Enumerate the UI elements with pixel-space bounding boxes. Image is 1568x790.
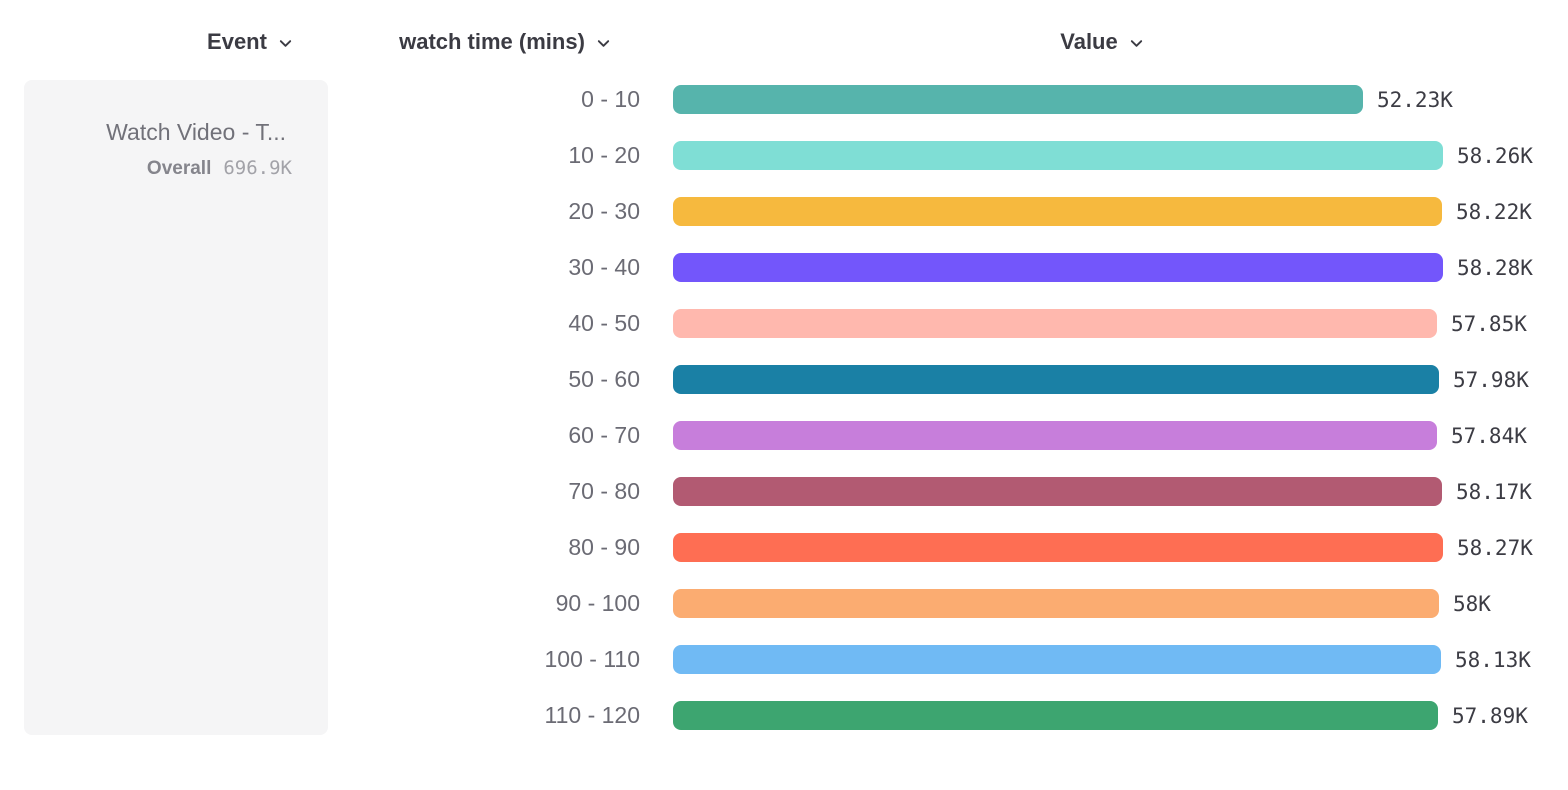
breakdown-column-label: watch time (mins) bbox=[399, 29, 585, 54]
chart-row: 30 - 40 58.28K bbox=[0, 253, 1568, 282]
chart-row: 70 - 80 58.17K bbox=[0, 477, 1568, 506]
category-label: 20 - 30 bbox=[568, 198, 640, 224]
value-label: 58.13K bbox=[1455, 648, 1531, 672]
chevron-down-icon bbox=[279, 40, 292, 47]
bar[interactable] bbox=[673, 645, 1441, 674]
event-column-label: Event bbox=[207, 29, 267, 54]
category-label: 0 - 10 bbox=[581, 86, 640, 112]
chart-row: 100 - 110 58.13K bbox=[0, 645, 1568, 674]
category-label: 30 - 40 bbox=[568, 254, 640, 280]
bar[interactable] bbox=[673, 477, 1442, 506]
value-label: 57.98K bbox=[1453, 368, 1529, 392]
bar[interactable] bbox=[673, 701, 1438, 730]
event-column-header[interactable]: Event bbox=[150, 28, 350, 56]
chevron-down-icon bbox=[1130, 40, 1142, 47]
value-label: 58.28K bbox=[1457, 256, 1533, 280]
value-label: 58.27K bbox=[1457, 536, 1533, 560]
bar[interactable] bbox=[673, 533, 1443, 562]
category-label: 80 - 90 bbox=[568, 534, 640, 560]
event-overall-row: Overall 696.9K bbox=[24, 156, 292, 181]
bar[interactable] bbox=[673, 141, 1443, 170]
chart-row: 60 - 70 57.84K bbox=[0, 421, 1568, 450]
value-label: 57.84K bbox=[1451, 424, 1527, 448]
bar[interactable] bbox=[673, 197, 1442, 226]
bar[interactable] bbox=[673, 253, 1443, 282]
overall-label: Overall bbox=[146, 158, 212, 179]
chart-row: 90 - 100 58K bbox=[0, 589, 1568, 618]
category-label: 110 - 120 bbox=[544, 702, 640, 728]
chart-row: 10 - 20 58.26K bbox=[0, 141, 1568, 170]
overall-value: 696.9K bbox=[223, 157, 292, 179]
value-label: 57.89K bbox=[1452, 704, 1528, 728]
category-label: 70 - 80 bbox=[568, 478, 640, 504]
chart-row: 110 - 120 57.89K bbox=[0, 701, 1568, 730]
value-label: 58.17K bbox=[1456, 480, 1532, 504]
bar[interactable] bbox=[673, 589, 1439, 618]
value-label: 58.22K bbox=[1456, 200, 1532, 224]
bar[interactable] bbox=[673, 365, 1439, 394]
value-label: 58K bbox=[1453, 592, 1491, 616]
breakdown-column-header[interactable]: watch time (mins) bbox=[380, 28, 630, 56]
chart-row: 20 - 30 58.22K bbox=[0, 197, 1568, 226]
value-label: 58.26K bbox=[1457, 144, 1533, 168]
chart-row: 40 - 50 57.85K bbox=[0, 309, 1568, 338]
chart-row: 50 - 60 57.98K bbox=[0, 365, 1568, 394]
chevron-down-icon bbox=[597, 40, 610, 47]
value-label: 57.85K bbox=[1451, 312, 1527, 336]
chart-row: 0 - 10 52.23K bbox=[0, 85, 1568, 114]
chart-row: 80 - 90 58.27K bbox=[0, 533, 1568, 562]
value-label: 52.23K bbox=[1377, 88, 1453, 112]
bar[interactable] bbox=[673, 421, 1437, 450]
bar-rows: 0 - 10 52.23K 10 - 20 58.26K 20 - 30 58.… bbox=[0, 85, 1568, 757]
category-label: 10 - 20 bbox=[568, 142, 640, 168]
value-column-header[interactable]: Value bbox=[1002, 28, 1202, 56]
category-label: 40 - 50 bbox=[568, 310, 640, 336]
event-card[interactable]: Watch Video - T... Overall 696.9K bbox=[24, 80, 328, 735]
category-label: 100 - 110 bbox=[544, 646, 640, 672]
category-label: 60 - 70 bbox=[568, 422, 640, 448]
category-label: 50 - 60 bbox=[568, 366, 640, 392]
category-label: 90 - 100 bbox=[555, 590, 640, 616]
value-column-label: Value bbox=[1060, 29, 1118, 54]
bar[interactable] bbox=[673, 309, 1437, 338]
event-name: Watch Video - T... bbox=[106, 119, 286, 145]
bar[interactable] bbox=[673, 85, 1363, 114]
